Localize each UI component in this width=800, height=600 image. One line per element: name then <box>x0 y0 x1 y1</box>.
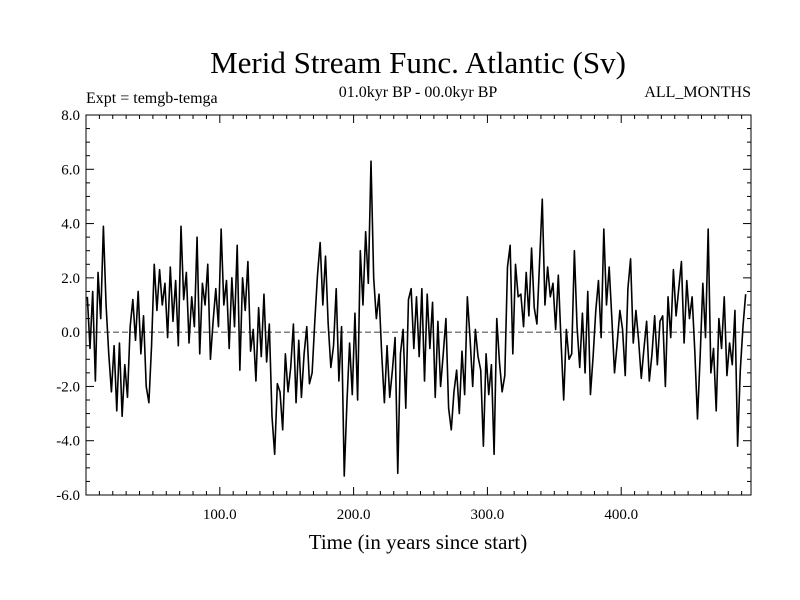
y-tick-label: 0.0 <box>61 325 80 341</box>
y-axis: -6.0 -4.0 -2.0 0.0 2.0 4.0 6.0 8.0 <box>56 108 751 504</box>
y-tick-label: -2.0 <box>56 379 80 395</box>
x-tick-label: 300.0 <box>471 507 505 523</box>
chart-subtitle: 01.0kyr BP - 00.0kyr BP <box>339 84 498 101</box>
x-axis-label: Time (in years since start) <box>309 530 528 554</box>
y-tick-label: -6.0 <box>56 488 80 504</box>
chart-title: Merid Stream Func. Atlantic (Sv) <box>210 45 626 80</box>
y-tick-label: 6.0 <box>61 162 80 178</box>
months-label: ALL_MONTHS <box>644 84 751 101</box>
y-tick-label: 4.0 <box>61 217 80 233</box>
x-tick-label: 100.0 <box>203 507 237 523</box>
experiment-label: Expt = temgb-temga <box>86 90 218 107</box>
x-tick-label: 200.0 <box>337 507 371 523</box>
x-axis: 100.0 200.0 300.0 400.0 <box>98 115 743 523</box>
y-tick-label: 8.0 <box>61 108 80 124</box>
y-tick-label: 2.0 <box>61 271 80 287</box>
x-tick-label: 400.0 <box>604 507 638 523</box>
y-tick-label: -4.0 <box>56 434 80 450</box>
data-series-line <box>86 160 747 477</box>
plot-frame <box>85 114 752 496</box>
